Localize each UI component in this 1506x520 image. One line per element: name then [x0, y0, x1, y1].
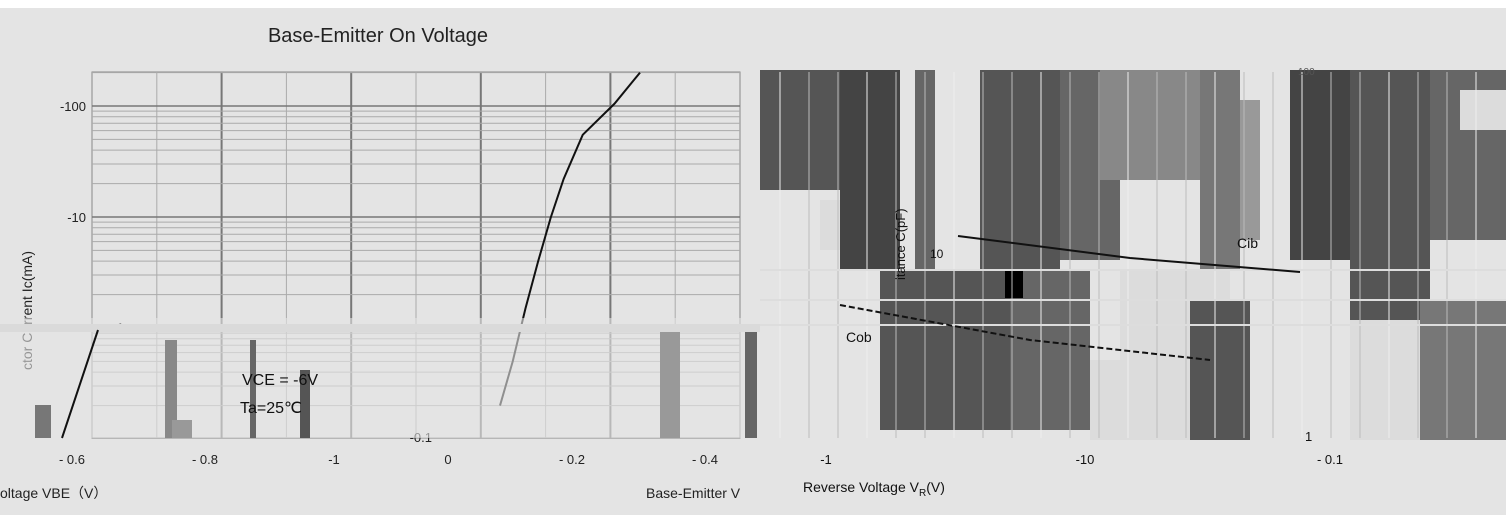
- x-axis-label-main: Reverse Voltage V: [803, 479, 920, 495]
- x-tick-label: - 0.4: [692, 452, 718, 467]
- series-label-cob: Cob: [846, 329, 872, 345]
- x-tick-label: - 0.8: [192, 452, 218, 467]
- annotation-vce: VCE = -6V: [242, 372, 318, 389]
- chart-title: Base-Emitter On Voltage: [268, 25, 488, 47]
- y-tick-label: 1: [1305, 429, 1312, 444]
- y-tick-label: 100: [1298, 67, 1315, 78]
- chart-left: Base-Emitter On Voltage ctor Current Ic(…: [0, 8, 760, 515]
- y-axis-label: itance C(pF): [893, 208, 908, 280]
- x-tick-label: -10: [1076, 452, 1095, 467]
- y-tick-label: 10: [930, 247, 944, 261]
- glitch-blocks: [0, 324, 760, 438]
- annotation-temperature: Ta=25℃: [240, 400, 302, 417]
- x-axis-label-tail: (V): [926, 479, 945, 495]
- series-label-cib: Cib: [1237, 235, 1258, 251]
- x-axis-label: oltage VBE（V）: [0, 485, 107, 501]
- glitch-blocks: [760, 70, 1506, 440]
- x-tick-label: - 0.2: [559, 452, 585, 467]
- x-tick-label: - 0.1: [1317, 452, 1343, 467]
- x-tick-label: -1: [820, 452, 832, 467]
- x-tick-label: 0: [444, 452, 451, 467]
- y-tick-label: -10: [67, 210, 86, 225]
- x-axis-label: Reverse Voltage VR(V): [803, 479, 945, 499]
- x-axis-label-fragment: Base-Emitter V: [646, 485, 741, 501]
- series-line-cob: [839, 304, 1211, 361]
- series-line-cib: [957, 235, 1301, 273]
- x-tick-label: - 0.6: [59, 452, 85, 467]
- x-axis-label-sub: R: [919, 488, 926, 499]
- chart-right: Cib Cob itance C(pF) 10 1 100 -1 -10 - 0…: [760, 8, 1506, 515]
- x-tick-label: -1: [328, 452, 340, 467]
- y-tick-label: -100: [60, 99, 86, 114]
